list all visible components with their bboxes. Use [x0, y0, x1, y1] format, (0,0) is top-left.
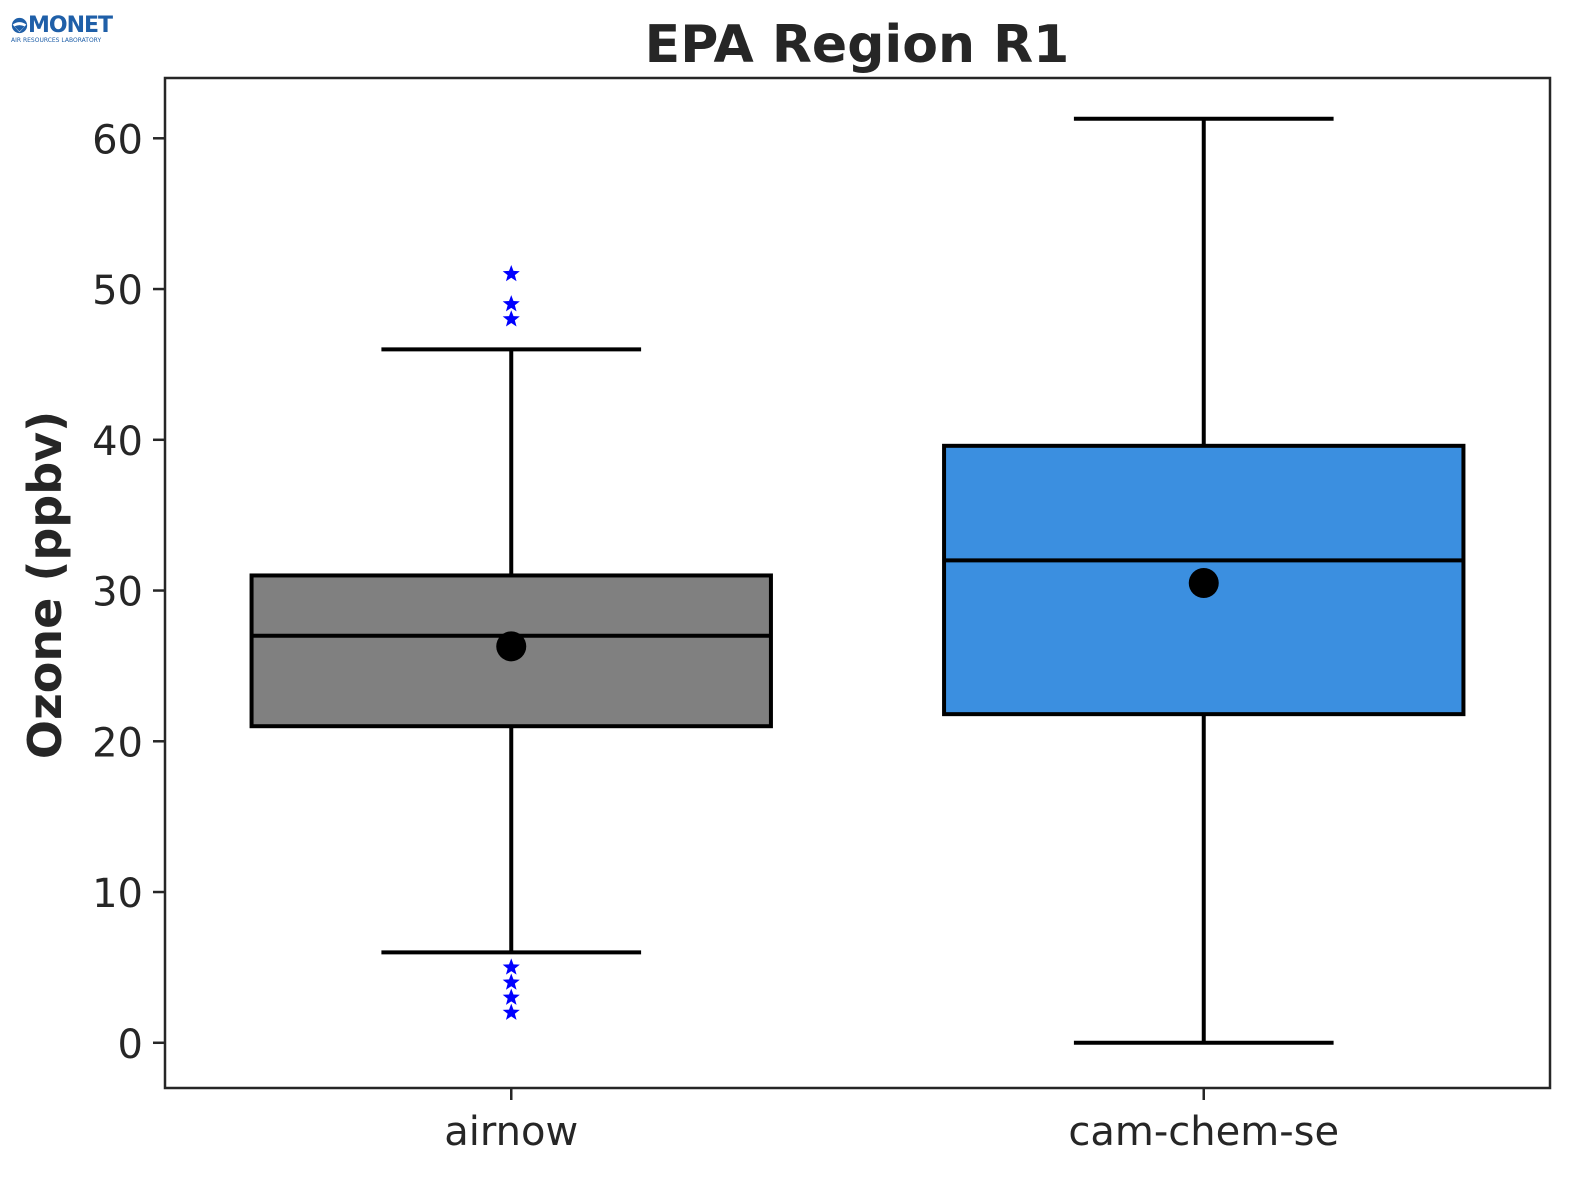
monet-logo: MONET AIR RESOURCES LABORATORY: [10, 14, 122, 46]
y-tick-label: 20: [92, 720, 143, 766]
mean-marker: [496, 631, 527, 662]
outlier-star: [502, 988, 520, 1005]
x-tick-label: airnow: [444, 1109, 578, 1155]
mean-marker: [1188, 568, 1219, 598]
y-tick-label: 60: [92, 117, 143, 163]
y-tick-label: 10: [92, 871, 143, 917]
boxes: [249, 116, 1466, 1045]
box-group: [249, 264, 773, 1020]
y-axis-label: Ozone (ppbv): [18, 411, 72, 759]
axis-ticks: 0 10 20 30 40 50 60 airnow cam-chem-se: [92, 117, 1339, 1155]
logo-wordmark: MONET: [28, 13, 113, 38]
box-group: [942, 116, 1466, 1045]
outlier-star: [502, 973, 520, 990]
noaa-logo-icon: [11, 17, 28, 34]
y-tick-label: 30: [92, 570, 143, 616]
outlier-star: [502, 264, 520, 282]
chart-title: EPA Region R1: [645, 15, 1070, 75]
logo-subtitle: AIR RESOURCES LABORATORY: [11, 37, 102, 44]
y-tick-label: 0: [118, 1022, 143, 1068]
y-tick-label: 50: [92, 268, 143, 314]
plot-area-frame: [163, 76, 1552, 1090]
y-tick-label: 40: [92, 419, 143, 465]
outlier-star: [502, 958, 520, 975]
x-tick-label: cam-chem-se: [1068, 1109, 1339, 1155]
outlier-star: [502, 310, 520, 327]
outlier-star: [502, 295, 520, 312]
outlier-star: [502, 1003, 520, 1020]
